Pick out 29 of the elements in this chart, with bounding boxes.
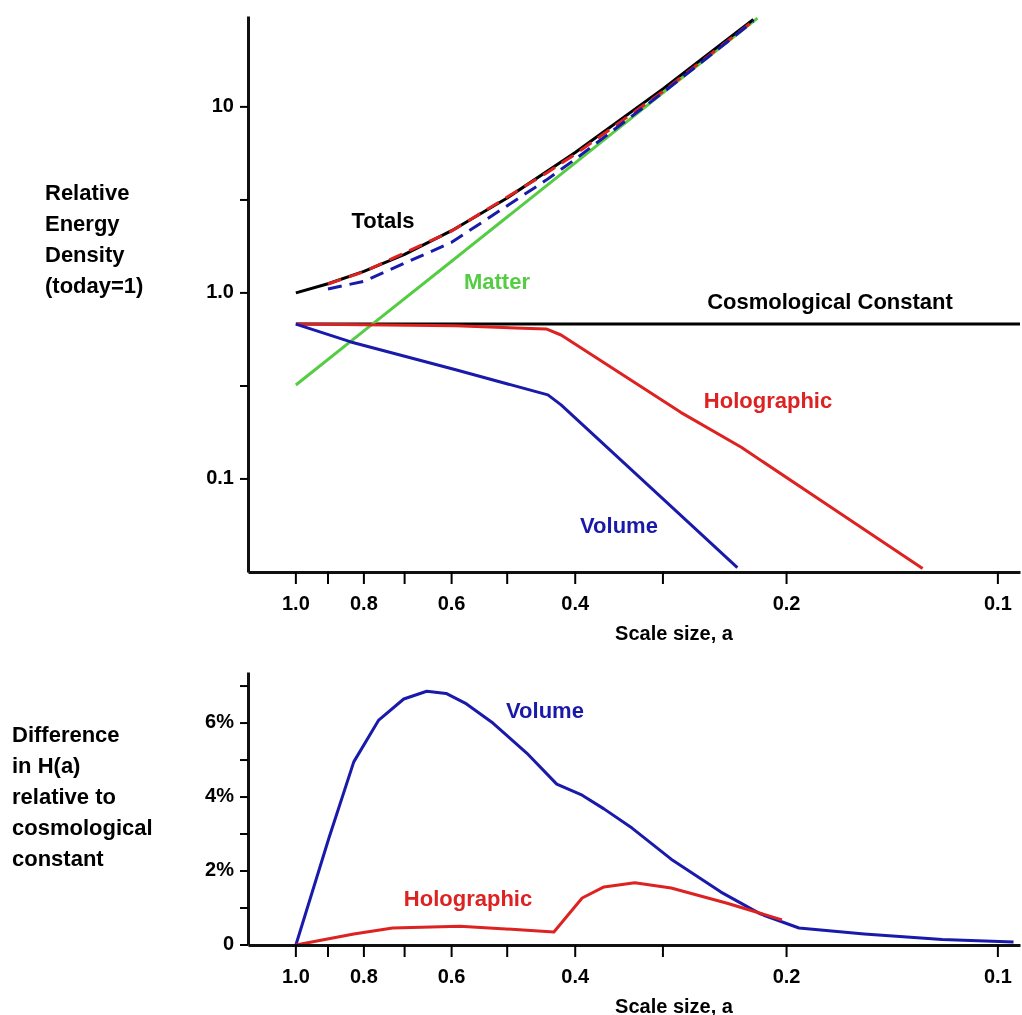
y-tick-label: 0.1 bbox=[206, 466, 234, 489]
y-tick-label: 1.0 bbox=[206, 280, 234, 303]
x-tick-label: 0.1 bbox=[983, 592, 1012, 614]
x-tick-label: 0.8 bbox=[349, 965, 378, 987]
series-label: Totals bbox=[351, 207, 415, 233]
x-axis-title: Scale size, a bbox=[615, 622, 734, 644]
series-label: Holographic bbox=[703, 387, 833, 413]
x-tick-label: 1.0 bbox=[281, 592, 310, 614]
series-label: Cosmological Constant bbox=[707, 288, 954, 314]
x-tick-label: 0.4 bbox=[561, 965, 590, 987]
y-tick-label: 4% bbox=[205, 784, 235, 807]
x-tick-label: 0.6 bbox=[437, 592, 466, 614]
y-axis-title: Relative Energy Density (today=1) bbox=[45, 180, 144, 298]
series-label: Holographic bbox=[403, 885, 533, 911]
y-tick-label: 10 bbox=[211, 94, 234, 117]
x-tick-label: 0.2 bbox=[772, 592, 801, 614]
y-tick-label: 0 bbox=[222, 932, 234, 955]
y-tick-label: 2% bbox=[205, 858, 235, 881]
y-tick-label: 6% bbox=[205, 710, 235, 733]
series-label: Matter bbox=[463, 268, 531, 294]
series-label: Volume bbox=[580, 512, 658, 538]
x-tick-label: 0.4 bbox=[561, 592, 590, 614]
x-tick-label: 1.0 bbox=[281, 965, 310, 987]
x-tick-label: 0.8 bbox=[349, 592, 378, 614]
series-label: Volume bbox=[506, 697, 584, 723]
y-axis-title: Difference in H(a) relative to cosmological constant bbox=[12, 722, 153, 871]
x-tick-label: 0.6 bbox=[437, 965, 466, 987]
x-tick-label: 0.2 bbox=[772, 965, 801, 987]
x-tick-label: 0.1 bbox=[983, 965, 1012, 987]
